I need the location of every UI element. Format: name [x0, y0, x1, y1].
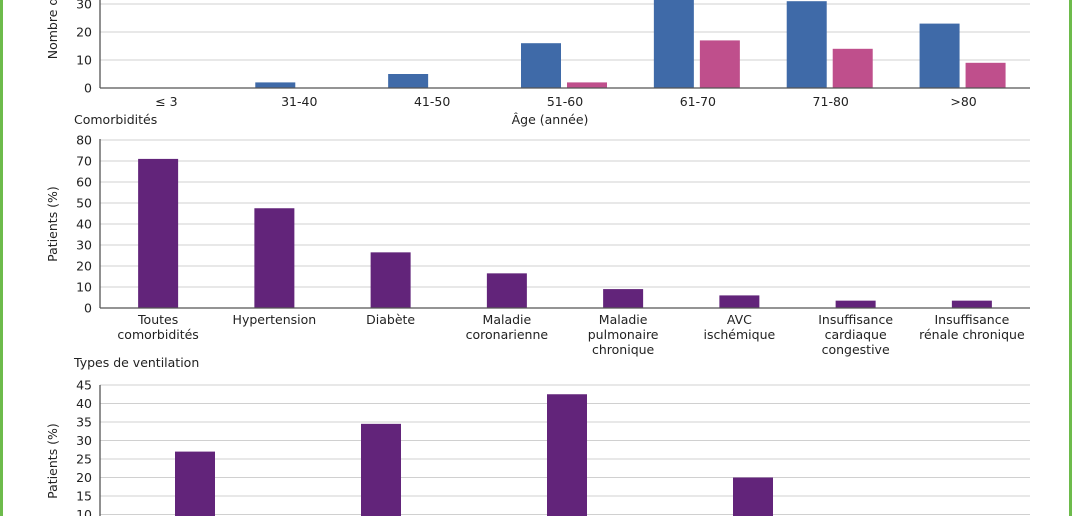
c3-bar: [175, 451, 215, 516]
c2-x-tick-line: congestive: [822, 342, 890, 357]
c2-x-tick-labels: Toutes comorbidités Hypertension Diabète Mal…: [117, 312, 1025, 357]
chart-ventilation: Types de ventilation 10 15 20 25 30 35 40 45 Pa…: [45, 355, 1030, 516]
c2-y-axis-label: Patients (%): [45, 186, 60, 262]
c2-x-tick-line: pulmonaire: [588, 327, 659, 342]
c2-y-tick-label: 0: [84, 301, 92, 316]
c2-bar: [254, 208, 295, 308]
c2-bar: [138, 158, 179, 308]
c2-x-tick-line: cardiaque: [825, 327, 887, 342]
c2-x-tick-line: comorbidités: [117, 327, 198, 342]
c1-x-axis-label: Âge (année): [512, 112, 589, 127]
c1-x-tick-label: 41-50: [414, 94, 450, 109]
c2-x-tick-label: Hypertension: [233, 312, 317, 327]
c1-x-tick-label: >80: [950, 94, 976, 109]
c2-x-tick-label: AVC ischémique: [704, 312, 776, 342]
c2-y-tick-label: 80: [76, 133, 92, 148]
c1-bar-series1: [653, 0, 694, 89]
c1-gridlines: [100, 3, 1030, 61]
c3-y-tick-labels: 10 15 20 25 30 35 40 45: [76, 378, 92, 516]
c3-y-tick-label: 10: [76, 507, 92, 516]
c3-y-tick-label: 30: [76, 433, 92, 448]
c3-bar: [547, 394, 587, 516]
c3-y-axis-label: Patients (%): [45, 423, 60, 499]
c2-x-tick-label: Maladie pulmonaire chronique: [588, 312, 659, 357]
c1-bar-series2: [965, 62, 1006, 88]
c1-x-tick-label: ≤ 3: [155, 94, 177, 109]
c1-x-tick-label: 71-80: [813, 94, 849, 109]
c2-x-tick-line: Maladie: [483, 312, 532, 327]
c1-y-tick-label: 30: [76, 0, 92, 12]
c3-bar: [361, 423, 401, 516]
c1-x-tick-label: 31-40: [281, 94, 317, 109]
c1-y-axis-label: Nombre de: [45, 0, 60, 59]
c1-y-tick-label: 10: [76, 53, 92, 68]
c3-y-tick-label: 45: [76, 378, 92, 393]
c2-x-tick-line: Insuffisance: [934, 312, 1009, 327]
c1-bar-series1: [388, 74, 429, 88]
c1-bars: [255, 0, 1006, 89]
c3-title: Types de ventilation: [73, 355, 199, 370]
c1-bar-series1: [786, 1, 827, 89]
c2-y-tick-label: 10: [76, 280, 92, 295]
c2-x-tick-line: Toutes: [137, 312, 178, 327]
c2-x-tick-label: Insuffisance rénale chronique: [919, 312, 1025, 342]
c2-bar: [370, 252, 411, 308]
c2-x-tick-line: Diabète: [366, 312, 415, 327]
c1-bar-series1: [255, 82, 296, 88]
c3-bars: [175, 394, 773, 516]
c2-title: Comorbidités: [74, 112, 157, 127]
c2-x-tick-label: Diabète: [366, 312, 415, 327]
c2-y-tick-label: 20: [76, 259, 92, 274]
c2-bar: [835, 300, 876, 308]
c2-x-tick-label: Insuffisance cardiaque congestive: [818, 312, 893, 357]
c2-x-tick-line: chronique: [592, 342, 655, 357]
c1-bar-series2: [832, 48, 873, 88]
c2-y-tick-labels: 0 10 20 30 40 50 60 70 80: [76, 133, 92, 316]
c2-x-tick-label: Toutes comorbidités: [117, 312, 198, 342]
c1-bar-series1: [521, 43, 561, 88]
c3-bar: [733, 477, 773, 516]
c1-y-tick-label: 0: [84, 81, 92, 96]
c2-y-tick-label: 40: [76, 217, 92, 232]
c2-bar: [486, 273, 527, 308]
c2-y-tick-label: 50: [76, 196, 92, 211]
c1-x-tick-label: 61-70: [680, 94, 716, 109]
c2-bar: [951, 300, 992, 308]
c2-x-tick-line: AVC: [727, 312, 752, 327]
c3-y-tick-label: 15: [76, 489, 92, 504]
c2-x-tick-line: ischémique: [704, 327, 776, 342]
c1-x-tick-label: 51-60: [547, 94, 583, 109]
c1-axes: [99, 0, 1030, 89]
c2-bars: [138, 158, 992, 308]
c2-bar: [603, 289, 644, 308]
c3-y-tick-label: 25: [76, 452, 92, 467]
c2-y-tick-label: 30: [76, 238, 92, 253]
c1-bar-series2: [567, 82, 607, 88]
c2-axes: [99, 139, 1030, 309]
c1-y-tick-labels: 0 10 20 30: [76, 0, 92, 96]
c1-y-tick-label: 20: [76, 25, 92, 40]
c2-x-tick-line: Maladie: [599, 312, 648, 327]
c2-y-tick-label: 60: [76, 175, 92, 190]
c2-y-tick-label: 70: [76, 154, 92, 169]
c2-x-tick-line: Insuffisance: [818, 312, 893, 327]
c2-gridlines: [100, 139, 1030, 288]
c3-y-tick-label: 20: [76, 470, 92, 485]
c2-x-tick-label: Maladie coronarienne: [466, 312, 549, 342]
c2-x-tick-line: rénale chronique: [919, 327, 1025, 342]
c1-bar-series2: [699, 40, 740, 88]
c3-y-tick-label: 35: [76, 415, 92, 430]
c2-x-tick-line: coronarienne: [466, 327, 549, 342]
c1-bar-series1: [919, 23, 960, 89]
c1-x-tick-labels: ≤ 3 31-40 41-50 51-60 61-70 71-80 >80: [155, 94, 977, 109]
c2-x-tick-line: Hypertension: [233, 312, 317, 327]
c2-bar: [719, 295, 760, 308]
c3-y-tick-label: 40: [76, 396, 92, 411]
chart-comorbidities: Comorbidités 0 10 20 30 40 50 60 70 80 Toutes com…: [45, 112, 1030, 357]
